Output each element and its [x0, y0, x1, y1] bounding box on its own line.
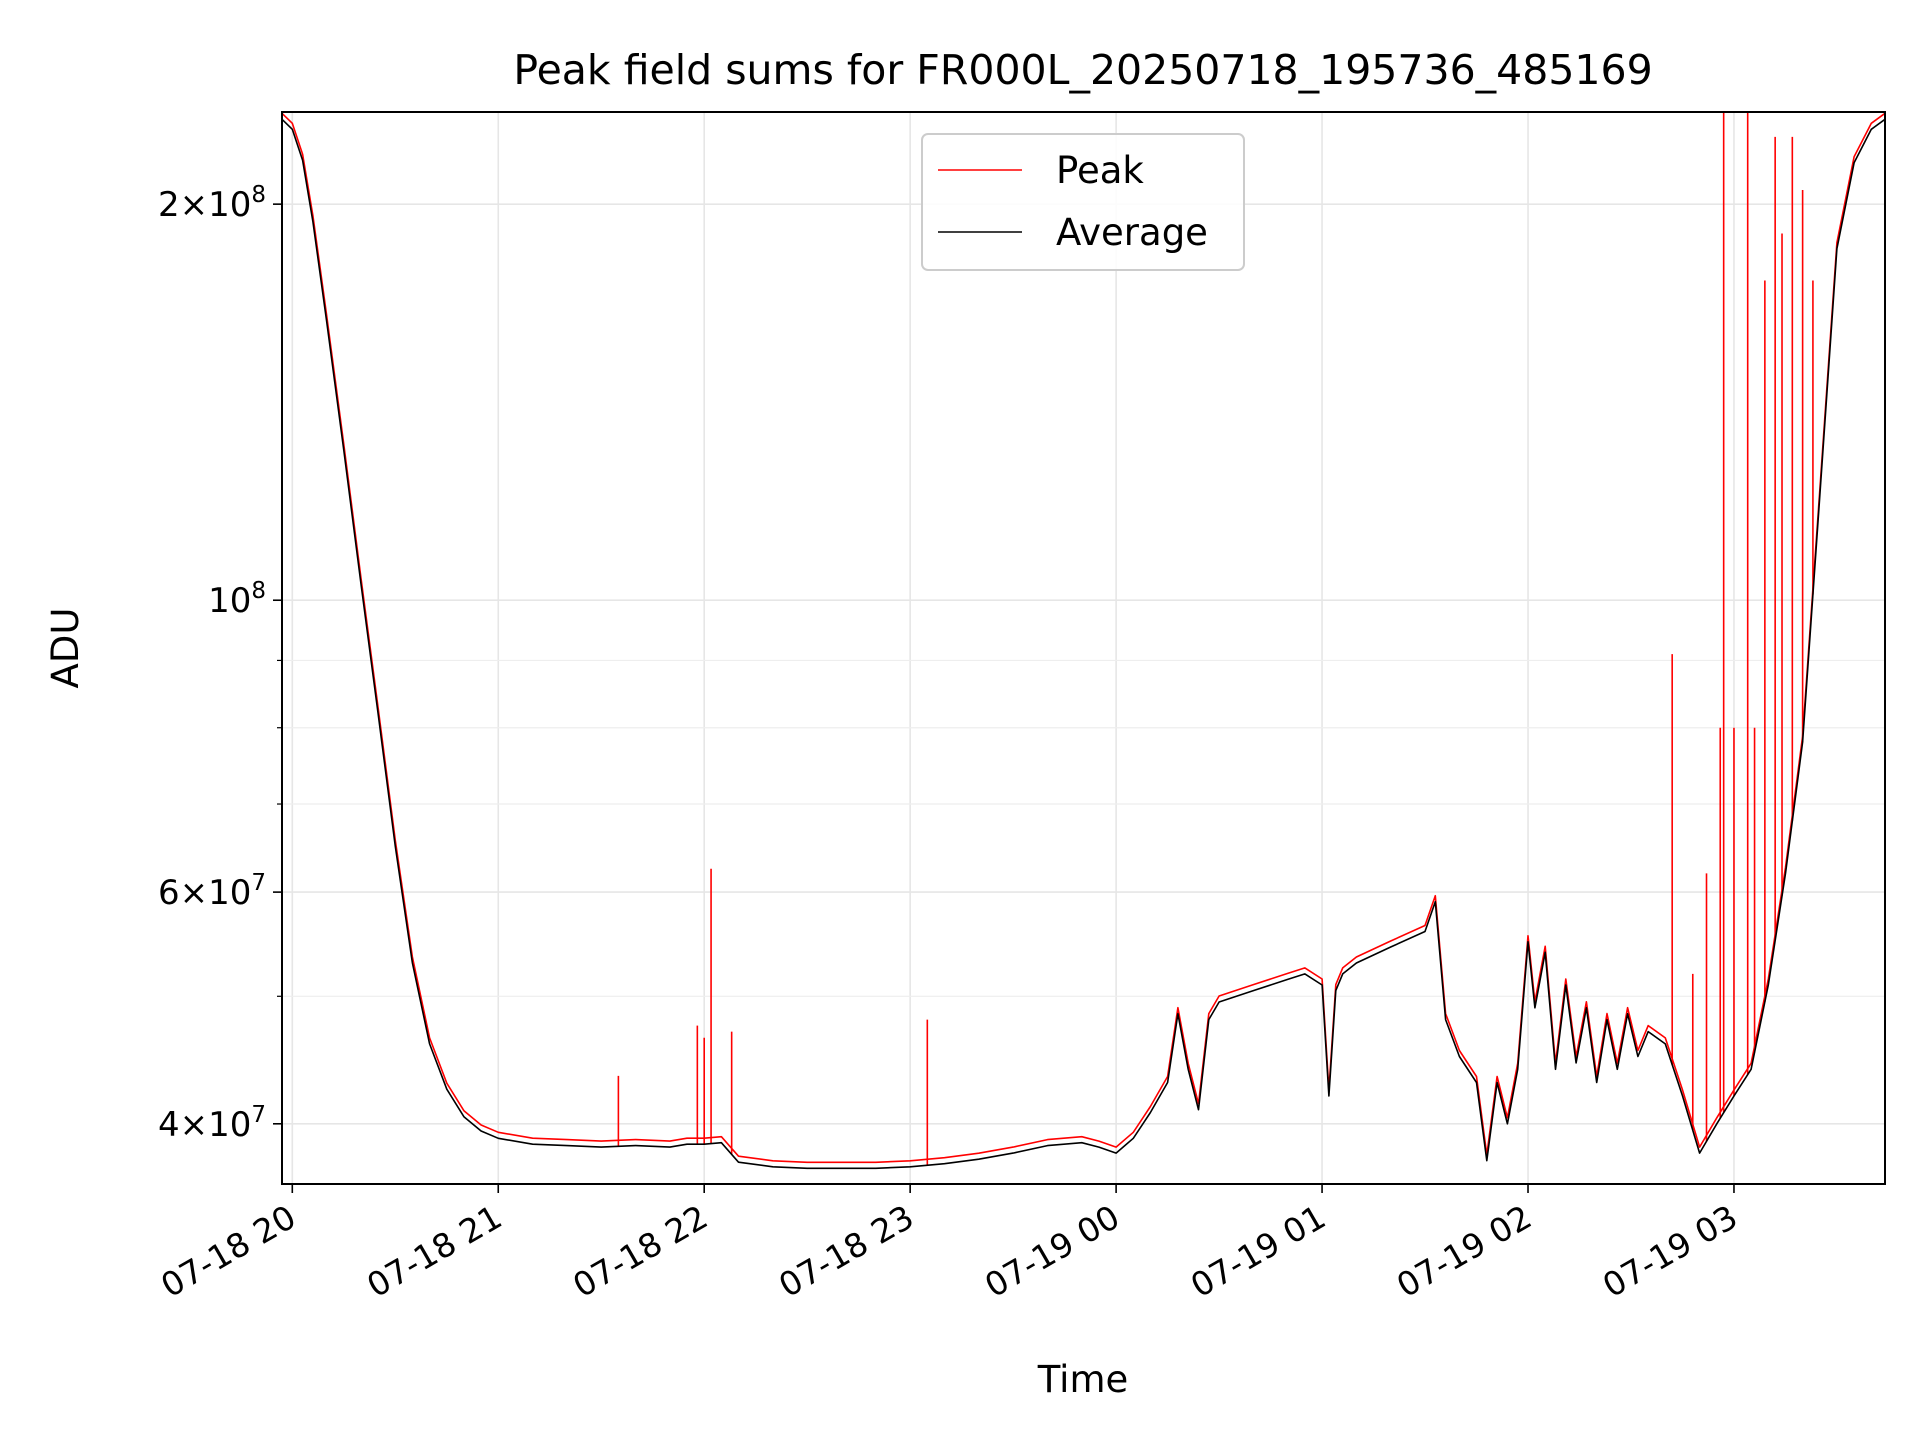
plot-frame [281, 111, 1886, 1185]
x-tick-label: 07-19 01 [1184, 1197, 1332, 1305]
legend: Peak Average [921, 133, 1245, 271]
x-axis-label: Time [1037, 1358, 1129, 1401]
average-line [281, 118, 1886, 1170]
x-axis-ticks: 07-18 20 07-18 21 07-18 22 07-18 23 07-19 00… [154, 1184, 1744, 1305]
legend-frame [921, 133, 1245, 271]
peak-line [281, 112, 1886, 1164]
x-tick-label: 07-18 23 [772, 1197, 920, 1305]
legend-average-label: Average [1056, 211, 1208, 254]
x-tick-label: 07-18 20 [154, 1197, 302, 1305]
grid-lines [282, 112, 1885, 1184]
x-tick-label: 07-19 02 [1390, 1197, 1538, 1305]
y-axis-ticks: 4×107 6×107 108 2×108 [158, 182, 282, 1145]
x-tick-label: 07-18 21 [360, 1197, 508, 1305]
x-tick-label: 07-18 22 [566, 1197, 714, 1305]
legend-peak-label: Peak [1056, 149, 1144, 192]
chart-title: Peak field sums for FR000L_20250718_1957… [513, 46, 1652, 94]
x-tick-label: 07-19 00 [978, 1197, 1126, 1305]
peak-series [281, 112, 1886, 1166]
y-axis-label: ADU [44, 608, 87, 689]
y-tick-label: 2×108 [158, 182, 266, 225]
y-tick-label: 4×107 [158, 1102, 266, 1145]
y-tick-label: 6×107 [158, 870, 266, 913]
average-series [281, 118, 1886, 1170]
x-tick-label: 07-19 03 [1596, 1197, 1744, 1305]
y-tick-label: 108 [208, 578, 266, 621]
